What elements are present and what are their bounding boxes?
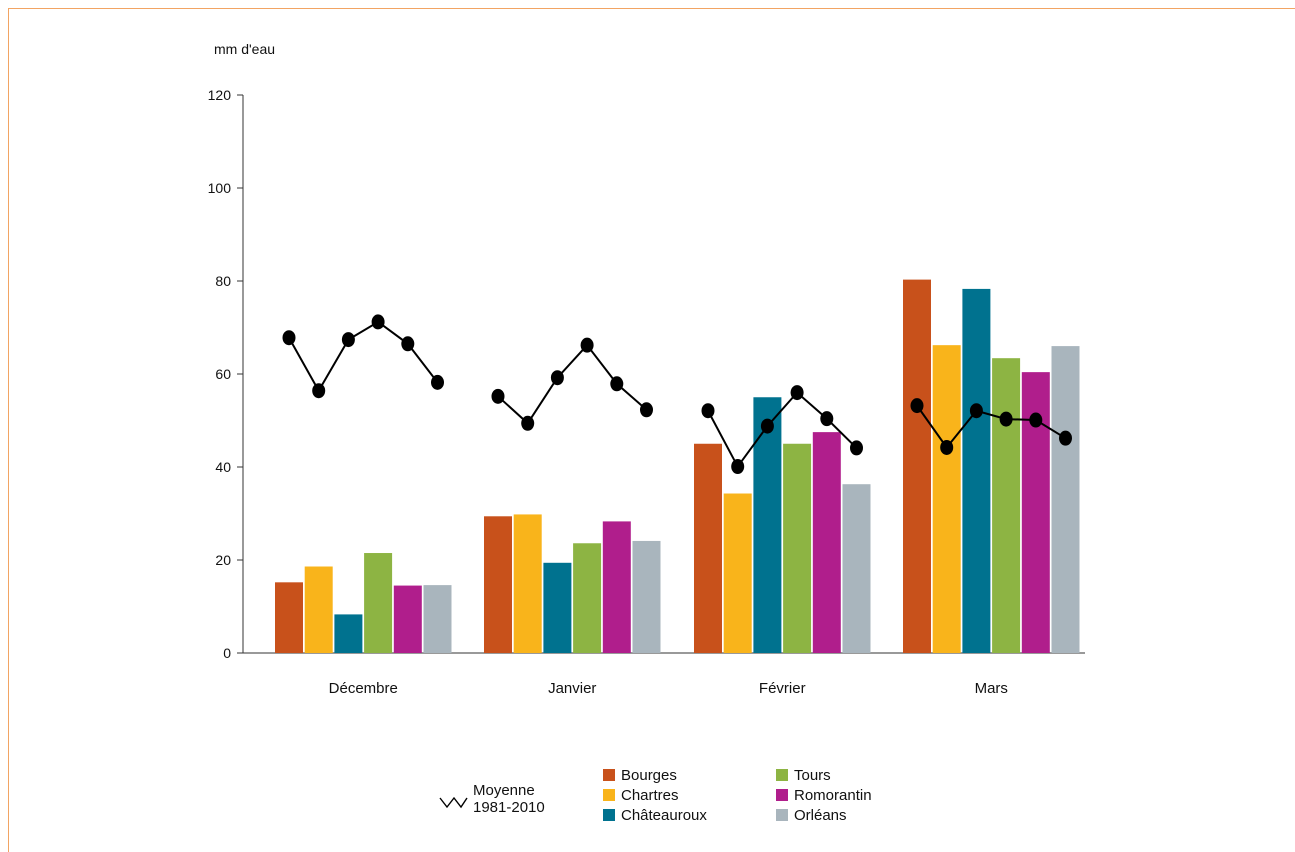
x-tick-label: Janvier: [548, 680, 596, 697]
y-axis: 0 20 40 60 80 100 120: [208, 87, 244, 661]
average-point-4-1: [910, 398, 924, 414]
bars: [275, 279, 1080, 653]
y-tick-label: 60: [215, 366, 231, 382]
y-tick-label: 40: [215, 459, 231, 475]
legend-label-4: Tours: [794, 767, 831, 784]
average-point-3-4: [790, 385, 804, 401]
average-point-2-2: [521, 415, 535, 431]
bar-6-3: [842, 484, 871, 653]
legend-label-6: Orléans: [794, 807, 847, 824]
average-point-1-2: [312, 383, 326, 399]
bar-5-3: [812, 432, 841, 653]
y-tick-label: 120: [208, 87, 232, 103]
legend-label-2: Chartres: [621, 787, 679, 804]
y-tick-label: 80: [215, 273, 231, 289]
bar-1-2: [484, 516, 512, 653]
bar-1-4: [903, 279, 931, 653]
average-point-4-5: [1029, 412, 1043, 428]
average-point-1-4: [371, 314, 385, 330]
average-point-2-4: [580, 337, 594, 353]
bar-3-2: [543, 562, 572, 653]
x-axis: Décembre Janvier Février Mars: [243, 652, 1085, 697]
legend-swatch-5: [776, 789, 788, 801]
average-point-3-2: [731, 459, 745, 475]
legend-swatch-1: [603, 769, 615, 781]
bar-3-4: [962, 288, 991, 653]
average-point-1-1: [282, 330, 296, 346]
average-point-3-1: [701, 403, 715, 419]
average-point-4-6: [1059, 430, 1072, 446]
bar-1-1: [275, 582, 303, 653]
bar-6-2: [632, 540, 661, 653]
bar-5-1: [393, 585, 422, 653]
average-point-3-5: [820, 411, 834, 427]
bar-4-4: [992, 358, 1021, 653]
bar-2-2: [513, 514, 542, 653]
legend-average-label: Moyenne: [473, 782, 535, 799]
average-point-1-6: [431, 374, 444, 390]
legend-label-1: Bourges: [621, 767, 677, 784]
bar-4-3: [783, 443, 812, 653]
chart-frame: [8, 8, 1295, 852]
legend-swatch-4: [776, 769, 788, 781]
y-tick-label: 20: [215, 552, 231, 568]
legend-label-3: Châteauroux: [621, 807, 707, 824]
bar-2-1: [304, 566, 333, 653]
legend-average-label: 1981-2010: [473, 799, 545, 816]
legend-swatch-6: [776, 809, 788, 821]
legend-label-5: Romorantin: [794, 787, 872, 804]
average-point-3-6: [850, 440, 863, 456]
average-point-1-5: [401, 336, 415, 352]
average-point-4-2: [940, 439, 954, 455]
bar-4-1: [364, 553, 393, 653]
legend-swatch-2: [603, 789, 615, 801]
bar-6-4: [1051, 346, 1080, 653]
average-point-2-3: [550, 370, 564, 386]
x-tick-label: Février: [759, 680, 806, 697]
y-tick-label: 100: [208, 180, 232, 196]
bar-4-2: [573, 543, 602, 653]
average-line-1: [288, 320, 439, 393]
average-point-2-6: [640, 402, 653, 418]
x-tick-label: Mars: [975, 680, 1008, 697]
legend-swatch-3: [603, 809, 615, 821]
bar-1-3: [694, 443, 722, 653]
average-point-4-3: [969, 403, 983, 419]
average-point-4-4: [999, 411, 1013, 427]
legend-average-icon: [439, 796, 468, 809]
average-line-3: [707, 391, 858, 469]
x-tick-label: Décembre: [329, 680, 398, 697]
average-point-1-3: [341, 332, 355, 348]
y-axis-label: mm d'eau: [214, 41, 275, 57]
bar-6-1: [423, 585, 452, 653]
bar-2-3: [723, 493, 752, 653]
bar-3-3: [753, 397, 782, 653]
bar-3-1: [334, 614, 363, 653]
bar-5-2: [602, 521, 631, 653]
average-lines: [282, 314, 1072, 475]
average-line-2: [497, 343, 648, 425]
average-point-2-1: [491, 388, 505, 404]
average-point-3-3: [760, 418, 774, 434]
bar-2-4: [932, 345, 961, 653]
y-tick-label: 0: [223, 645, 231, 661]
average-point-2-5: [610, 376, 624, 392]
